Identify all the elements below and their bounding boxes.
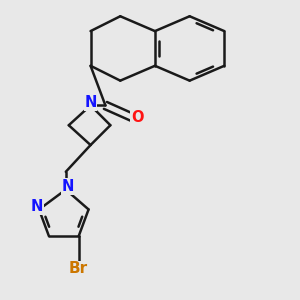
Text: Br: Br [69,261,88,276]
Text: N: N [84,95,97,110]
Text: N: N [61,179,74,194]
Text: N: N [31,199,43,214]
Text: O: O [131,110,143,125]
